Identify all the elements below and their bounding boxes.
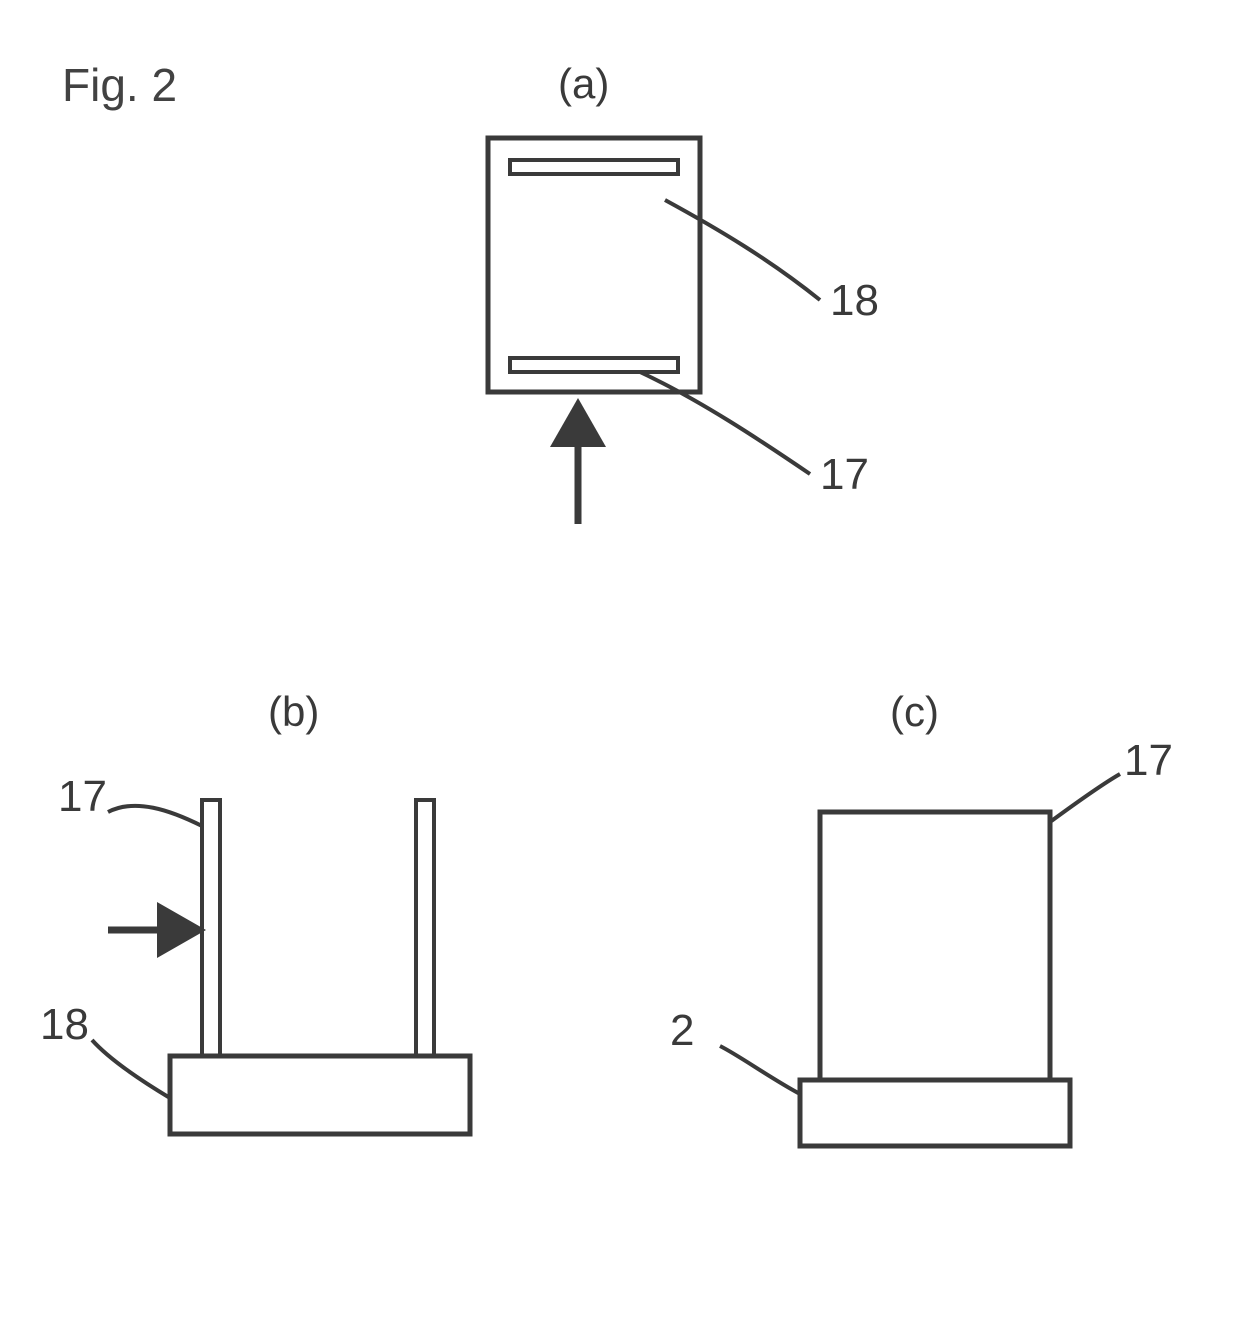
panel-a-slot-bottom (510, 358, 678, 372)
panel-b-group (92, 800, 470, 1134)
panel-b-leader-17 (108, 806, 202, 826)
panel-a-leader-17 (640, 372, 810, 474)
panel-b-leader-18 (92, 1040, 170, 1098)
panel-b-post-left (202, 800, 220, 1056)
panel-c-group (720, 774, 1120, 1146)
panel-b-post-right (416, 800, 434, 1056)
panel-c-body (820, 812, 1050, 1080)
panel-a-group (488, 138, 820, 524)
figure-svg (0, 0, 1240, 1319)
panel-a-leader-18 (665, 200, 820, 300)
panel-a-box (488, 138, 700, 392)
panel-b-base (170, 1056, 470, 1134)
panel-c-leader-17 (1050, 774, 1120, 822)
panel-a-slot-top (510, 160, 678, 174)
panel-c-base (800, 1080, 1070, 1146)
panel-c-leader-2 (720, 1046, 800, 1094)
